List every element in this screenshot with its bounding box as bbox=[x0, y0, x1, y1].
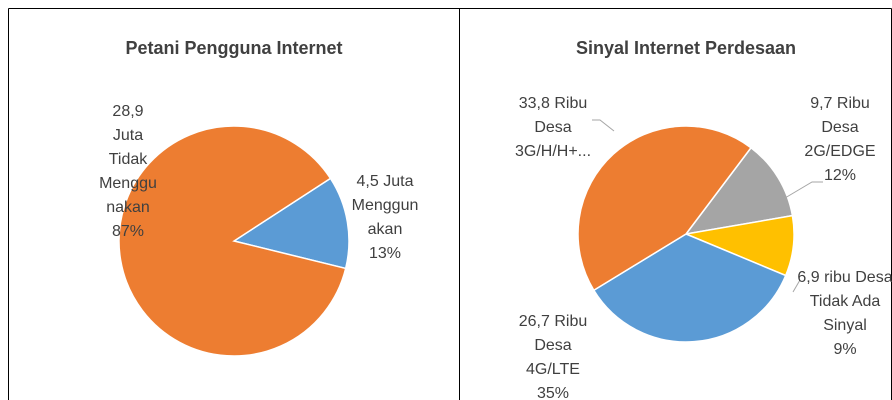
pie-slice bbox=[118, 125, 347, 357]
slice-label: 9,7 Ribu Desa 2G/EDGE 12% bbox=[800, 92, 880, 188]
slice-category: Desa 4G/LTE bbox=[526, 337, 580, 378]
slice-category: Desa Tidak Ada Sinyal bbox=[809, 269, 892, 334]
chart-title: Sinyal Internet Perdesaan bbox=[576, 38, 796, 58]
slice-label: 33,8 Ribu Desa 3G/H/H+... bbox=[507, 92, 599, 164]
slice-amount: 4,5 Juta bbox=[356, 173, 414, 190]
slice-amount: 33,8 Ribu bbox=[518, 95, 588, 112]
slice-amount: 28,9 Juta bbox=[112, 103, 144, 144]
slice-category: Menggunakan bbox=[351, 197, 419, 238]
leader-line bbox=[592, 119, 615, 132]
slice-amount: 26,7 Ribu bbox=[518, 313, 588, 330]
slice-category: Desa 2G/EDGE bbox=[804, 119, 876, 160]
pie-slice bbox=[684, 146, 794, 236]
pie-slice bbox=[577, 125, 753, 292]
leader-line bbox=[784, 181, 823, 199]
slice-label: 4,5 Juta Menggunakan 13% bbox=[349, 170, 421, 266]
slice-value-label: 13% bbox=[368, 245, 402, 262]
slice-amount: 6,9 ribu bbox=[797, 269, 851, 286]
slice-amount: 9,7 Ribu bbox=[810, 95, 870, 112]
slice-label: 6,9 ribu Desa Tidak Ada Sinyal 9% bbox=[791, 266, 892, 362]
slice-category: Tidak Menggunakan bbox=[99, 151, 157, 216]
chart-title: Petani Pengguna Internet bbox=[125, 38, 342, 58]
slice-category: Desa 3G/H/H+... bbox=[514, 119, 592, 160]
slice-value-label: 87% bbox=[111, 223, 145, 240]
slice-value-label: 9% bbox=[833, 341, 857, 358]
slice-label: 26,7 Ribu Desa 4G/LTE 35% bbox=[513, 310, 593, 400]
slice-value-label: 12% bbox=[823, 167, 857, 184]
leader-line bbox=[792, 279, 801, 293]
slice-value-label: 35% bbox=[536, 385, 570, 400]
pie-slice bbox=[232, 177, 350, 270]
slice-label: 28,9 Juta Tidak Menggunakan 87% bbox=[97, 100, 159, 244]
